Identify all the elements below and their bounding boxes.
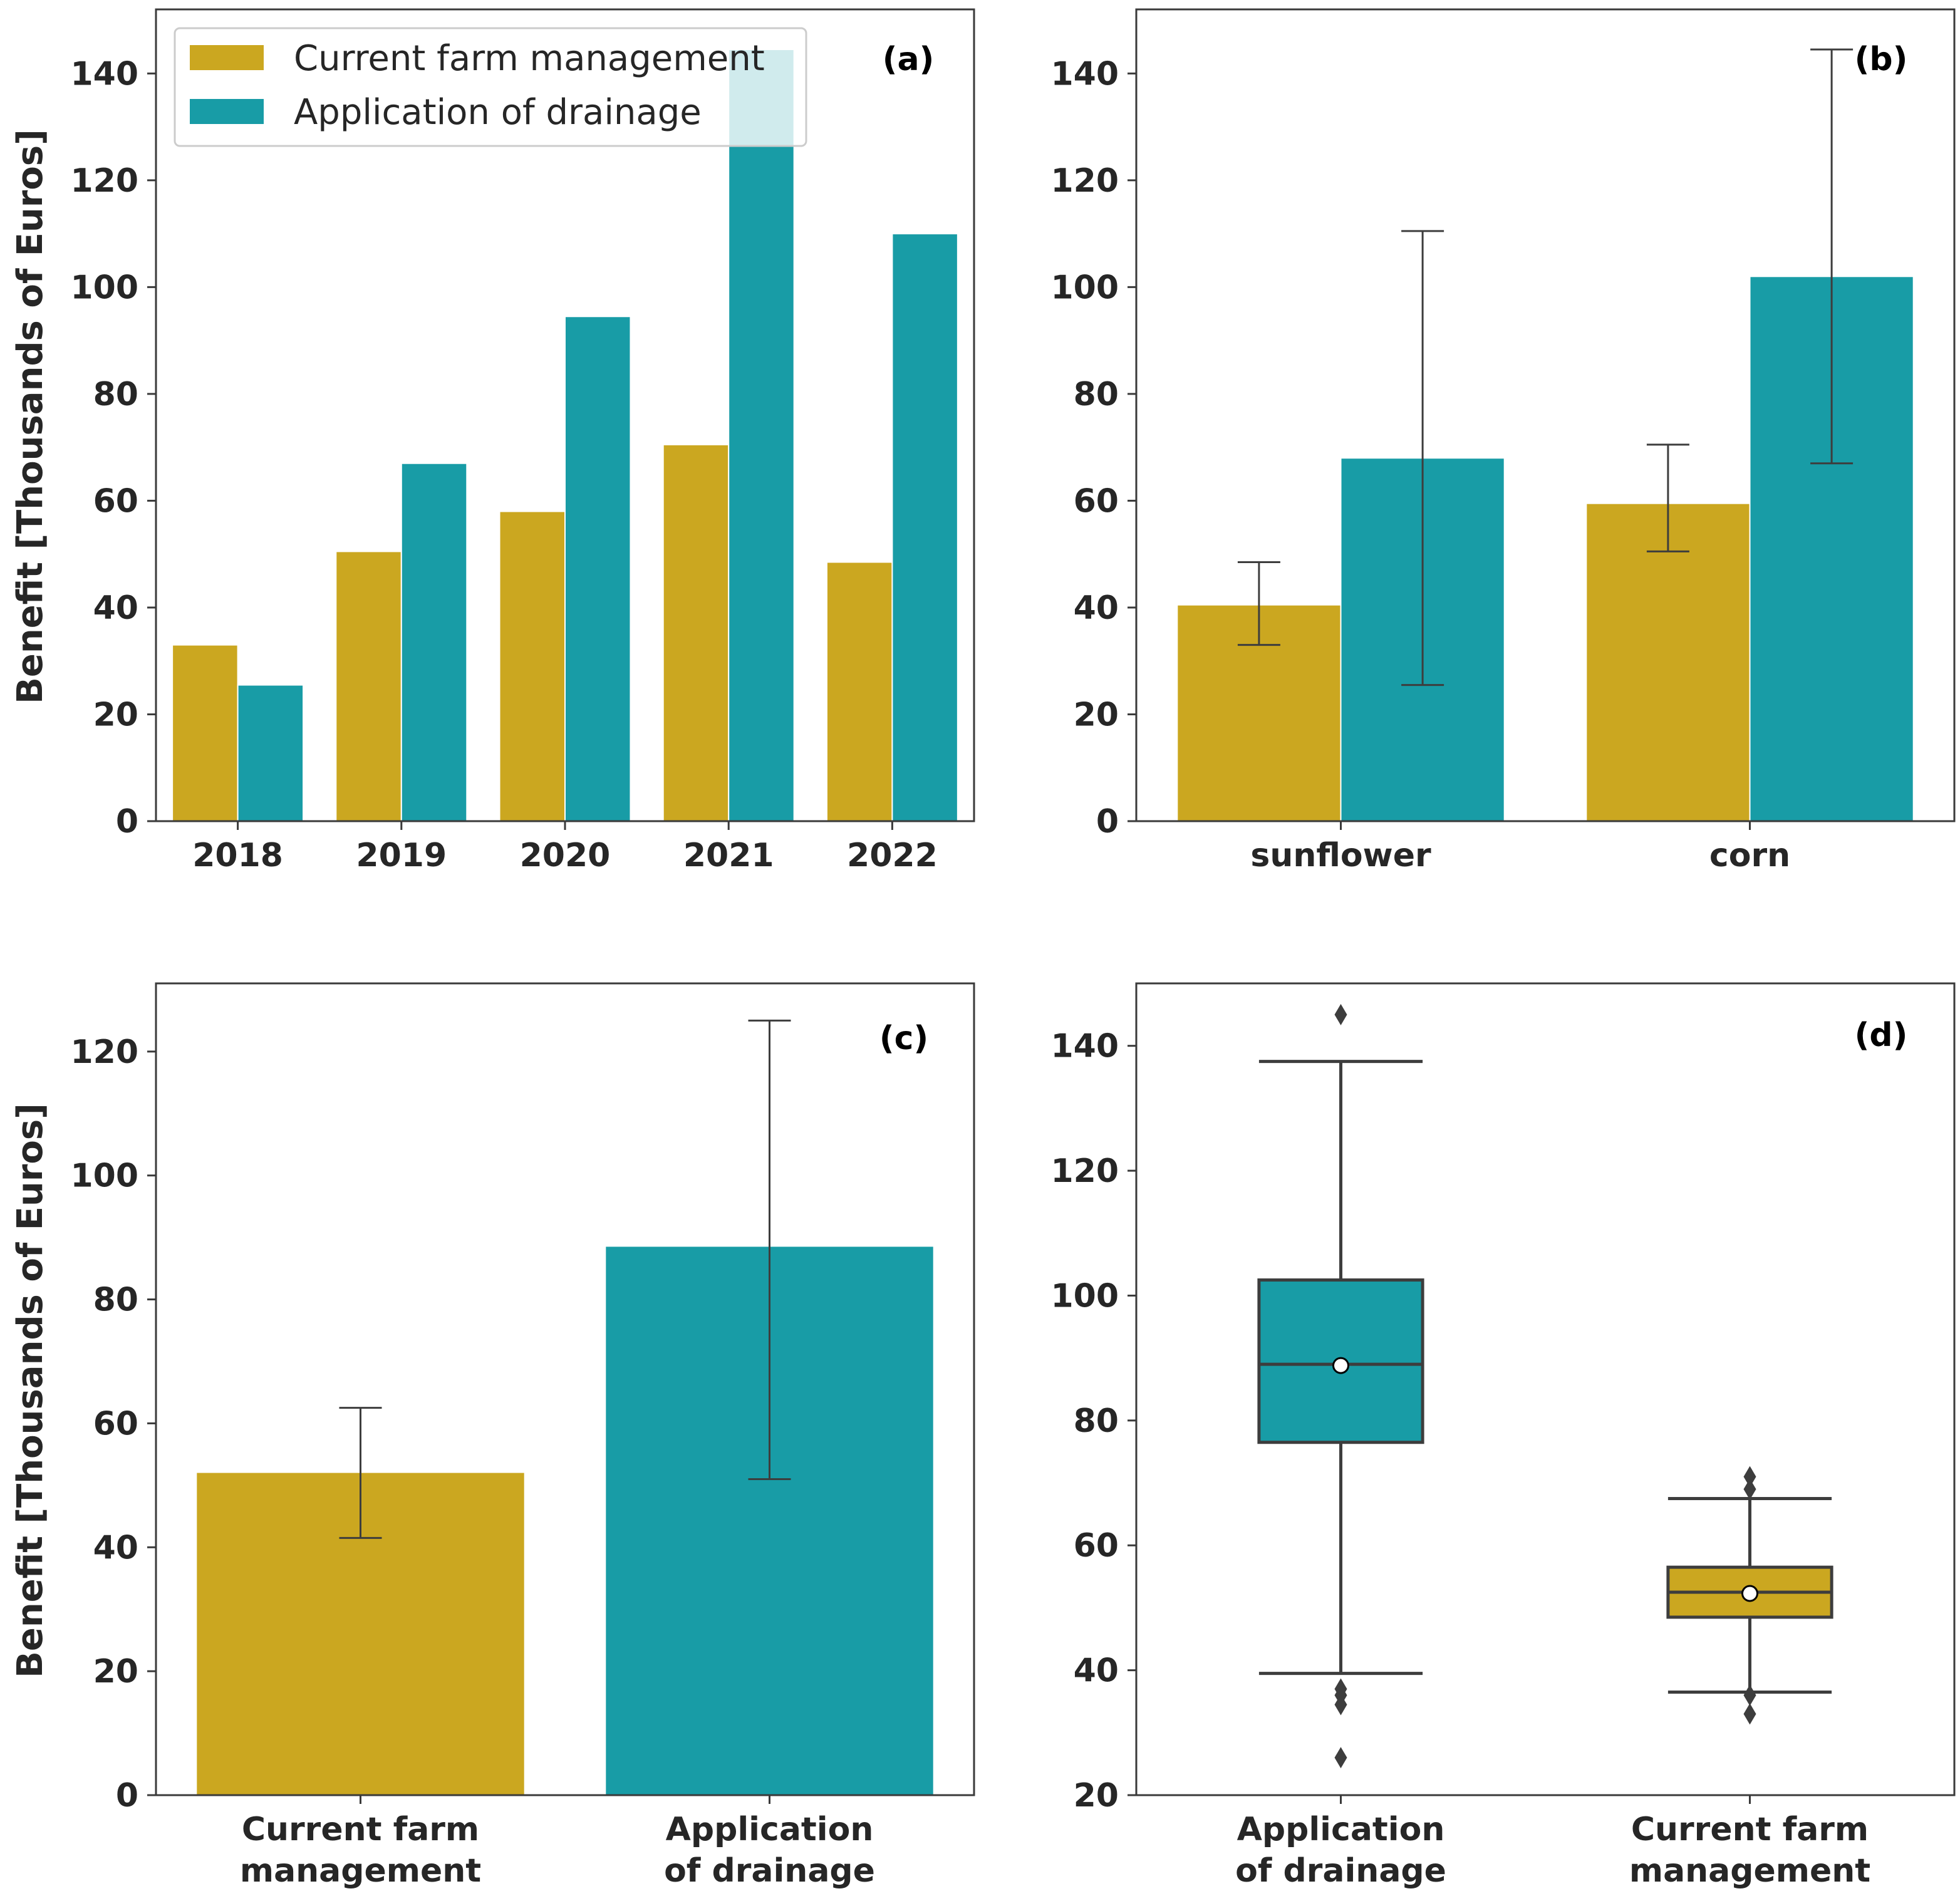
bar-current-2022 bbox=[826, 561, 893, 822]
ytick-label-1: 20 bbox=[1074, 696, 1119, 733]
ytick-label-5: 100 bbox=[70, 1158, 138, 1195]
ytick-label-7: 140 bbox=[1050, 55, 1119, 93]
panel-b-xticks: sunflower corn bbox=[1250, 821, 1790, 874]
ytick-label-4: 80 bbox=[93, 1282, 138, 1319]
legend-swatch-current bbox=[190, 45, 264, 70]
panel-a-yticks: 0 20 40 60 80 100 120 140 bbox=[70, 55, 156, 841]
panel-b-bars bbox=[1176, 48, 1914, 822]
xtick-label-current-line-1: management bbox=[240, 1852, 481, 1890]
outlier-current-1 bbox=[1743, 1478, 1756, 1500]
panel-b-label: (b) bbox=[1855, 41, 1908, 78]
panel-d: 20 40 60 80 100 120 140 Application of drainage… bbox=[1050, 982, 1956, 1890]
xtick-label-2022: 2022 bbox=[847, 837, 938, 874]
panel-a: Benefit [Thousands of Euros] 0 20 40 60 80 10… bbox=[10, 8, 975, 874]
panel-c-ylabel: Benefit [Thousands of Euros] bbox=[10, 1103, 51, 1678]
outlier-drainage-4 bbox=[1334, 1747, 1347, 1769]
ytick-label-2: 40 bbox=[93, 1529, 138, 1567]
outlier-current-2 bbox=[1743, 1684, 1756, 1706]
legend-swatch-drainage bbox=[190, 99, 264, 124]
panel-a-ylabel: Benefit [Thousands of Euros] bbox=[10, 129, 51, 704]
mean-marker-current bbox=[1741, 1585, 1758, 1602]
ytick-label-5: 100 bbox=[70, 269, 138, 306]
ytick-label-1: 20 bbox=[93, 1653, 138, 1691]
bar-current-2018 bbox=[172, 644, 239, 822]
xtick-label-drainage-line-1: of drainage bbox=[664, 1852, 875, 1890]
panel-c-yticks: 0 20 40 60 80 100 120 bbox=[70, 1033, 156, 1815]
panel-b: 0 20 40 60 80 100 120 140 sunflower corn (b) bbox=[1050, 8, 1956, 874]
panel-c-bars bbox=[197, 1019, 933, 1795]
ytick-label-3: 80 bbox=[1074, 1402, 1119, 1440]
panel-d-label: (d) bbox=[1855, 1017, 1908, 1054]
ytick-label-0: 0 bbox=[116, 803, 138, 841]
xtick-label-corn: corn bbox=[1709, 837, 1790, 874]
xtick-label-drainage-line-0: Application bbox=[1237, 1811, 1445, 1848]
ytick-label-7: 140 bbox=[70, 55, 138, 93]
xtick-label-current-line-0: Current farm bbox=[1631, 1811, 1869, 1848]
panel-c-label: (c) bbox=[879, 1020, 928, 1057]
panel-a-frame bbox=[155, 8, 975, 822]
bar-current-2020 bbox=[499, 510, 566, 822]
bar-drainage-2018 bbox=[237, 684, 304, 822]
ytick-label-0: 0 bbox=[116, 1777, 138, 1815]
xtick-label-current-line-1: management bbox=[1629, 1852, 1870, 1890]
ytick-label-0: 20 bbox=[1074, 1777, 1119, 1815]
panel-c-frame bbox=[155, 982, 975, 1796]
panel-b-frame bbox=[1135, 8, 1956, 822]
outlier-current-3 bbox=[1743, 1703, 1756, 1725]
outlier-drainage-0 bbox=[1334, 1003, 1347, 1025]
ytick-label-1: 40 bbox=[1074, 1652, 1119, 1690]
legend-label-drainage: Application of drainage bbox=[294, 92, 702, 133]
panel-d-boxes bbox=[1257, 1003, 1833, 1769]
outlier-drainage-3 bbox=[1334, 1694, 1347, 1716]
panel-a-xticks: 2018 2019 2020 2021 2022 bbox=[192, 821, 938, 874]
panel-c: Benefit [Thousands of Euros] 0 20 40 60 80 10… bbox=[10, 982, 975, 1890]
mean-marker-drainage bbox=[1332, 1357, 1349, 1374]
panel-a-label: (a) bbox=[883, 41, 935, 78]
ytick-label-4: 80 bbox=[1074, 376, 1119, 413]
ytick-label-1: 20 bbox=[93, 696, 138, 733]
ytick-label-6: 120 bbox=[70, 1033, 138, 1071]
ytick-label-0: 0 bbox=[1096, 803, 1119, 841]
xtick-label-2020: 2020 bbox=[520, 837, 611, 874]
legend-box bbox=[174, 27, 807, 147]
bar-drainage-2021 bbox=[728, 48, 795, 822]
panel-a-bars bbox=[172, 48, 958, 822]
ytick-label-4: 100 bbox=[1050, 1277, 1119, 1315]
panel-c-xticks: Current farm management Application of drai… bbox=[240, 1795, 875, 1890]
bar-drainage-2019 bbox=[400, 462, 468, 822]
xtick-label-drainage-line-0: Application bbox=[666, 1811, 874, 1848]
xtick-label-2018: 2018 bbox=[192, 837, 283, 874]
bar-current-2019 bbox=[335, 551, 402, 822]
ytick-label-3: 60 bbox=[1074, 482, 1119, 520]
xtick-label-current-line-0: Current farm bbox=[242, 1811, 479, 1848]
xtick-label-2021: 2021 bbox=[683, 837, 774, 874]
panel-d-xticks: Application of drainage Current farm manage… bbox=[1235, 1795, 1870, 1890]
bar-drainage-2022 bbox=[891, 233, 958, 822]
outlier-current-0 bbox=[1743, 1466, 1756, 1488]
ytick-label-6: 120 bbox=[70, 162, 138, 200]
ytick-label-3: 60 bbox=[93, 482, 138, 520]
ytick-label-5: 100 bbox=[1050, 269, 1119, 306]
legend-label-current: Current farm management bbox=[294, 38, 765, 79]
xtick-label-drainage-line-1: of drainage bbox=[1235, 1852, 1446, 1890]
bar-drainage-2020 bbox=[564, 316, 631, 822]
ytick-label-2: 40 bbox=[1074, 589, 1119, 627]
legend: Current farm management Application of d… bbox=[174, 27, 807, 147]
bar-current-2021 bbox=[662, 443, 730, 822]
xtick-label-sunflower: sunflower bbox=[1250, 837, 1431, 874]
ytick-label-2: 60 bbox=[1074, 1527, 1119, 1565]
ytick-label-6: 120 bbox=[1050, 162, 1119, 200]
panel-b-yticks: 0 20 40 60 80 100 120 140 bbox=[1050, 55, 1136, 841]
ytick-label-2: 40 bbox=[93, 589, 138, 627]
ytick-label-3: 60 bbox=[93, 1405, 138, 1443]
ytick-label-6: 140 bbox=[1050, 1028, 1119, 1065]
panel-d-frame bbox=[1135, 982, 1956, 1796]
panel-d-yticks: 20 40 60 80 100 120 140 bbox=[1050, 1028, 1136, 1815]
bar-current-corn bbox=[1585, 502, 1751, 822]
ytick-label-4: 80 bbox=[93, 376, 138, 413]
ytick-label-5: 120 bbox=[1050, 1153, 1119, 1190]
xtick-label-2019: 2019 bbox=[356, 837, 447, 874]
